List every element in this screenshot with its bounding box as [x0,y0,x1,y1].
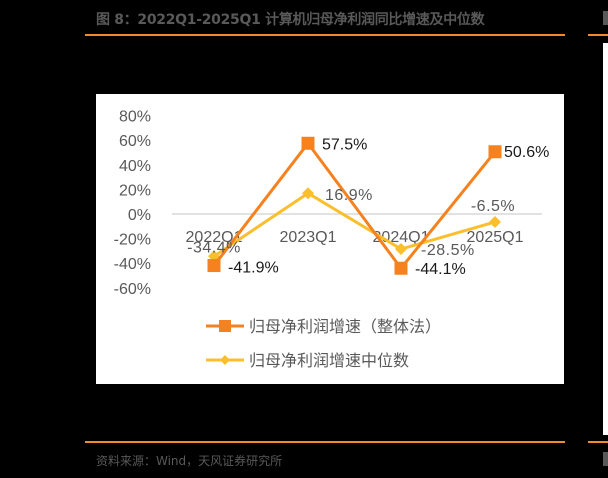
title-divider [85,34,565,36]
adjacent-title-divider [588,34,608,36]
legend-diamond-icon [220,355,230,365]
series-line-overall [212,141,497,270]
y-tick-label: -40% [114,256,151,273]
legend-label: 归母净利润增速中位数 [249,351,409,370]
source-note: 资料来源：Wind，天风证券研究所 [96,454,283,468]
legend-item: 归母净利润增速（整体法） [206,317,441,336]
overall-value-label: -44.1% [415,261,466,278]
chart-legend: 归母净利润增速（整体法） 归母净利润增速中位数 [206,317,441,370]
median-value-label: -6.5% [471,198,515,215]
overall-value-label: 57.5% [322,136,367,153]
series-layer [207,136,502,275]
adjacent-chart-panel-fragment [603,43,608,435]
y-tick-label: 80% [119,109,151,126]
legend-item: 归母净利润增速中位数 [206,351,409,370]
diamond-marker [208,250,220,263]
x-tick-label: 2023Q1 [280,229,337,246]
median-value-label: -34.4% [187,239,241,256]
median-value-label: -28.5% [421,242,475,259]
overall-value-label: 50.6% [504,144,549,161]
y-tick-label: -60% [114,281,151,298]
chart-panel: 80% 60% 40% 20% 0% -20% -40% -60% 2022Q1 2023Q1 2… [96,94,564,384]
diamond-marker [395,243,407,256]
legend-square-icon [219,320,231,332]
median-value-label: 16.9% [325,187,373,204]
figure-title: 图 8：2022Q1-2025Q1 计算机归母净利润同比增速及中位数 [96,12,485,28]
overall-value-label: -41.9% [228,260,279,277]
adjacent-figure-title-fragment [603,11,608,25]
square-marker [488,145,502,159]
diamond-marker [302,187,314,200]
adjacent-source-divider [588,441,608,443]
square-marker [207,259,221,273]
y-tick-label: 40% [119,158,151,175]
data-labels: -34.4% 16.9% -28.5% -6.5% -41.9% 57.5% -44.1% 5… [187,136,549,278]
x-tick-label: 2025Q1 [467,229,524,246]
legend-label: 归母净利润增速（整体法） [249,317,441,336]
square-marker [394,261,408,275]
diamond-marker [489,215,501,228]
adjacent-source-fragment [603,452,608,466]
y-axis-ticks: 80% 60% 40% 20% 0% -20% -40% -60% [114,109,151,298]
y-tick-label: 0% [128,207,151,224]
y-tick-label: -20% [114,232,151,249]
square-marker [301,136,315,150]
series-line-median [213,191,496,258]
source-divider [85,441,565,443]
y-tick-label: 60% [119,133,151,150]
line-chart: 80% 60% 40% 20% 0% -20% -40% -60% 2022Q1 2023Q1 2… [114,109,550,370]
x-tick-label: 2022Q1 [186,229,243,246]
y-tick-label: 20% [119,182,151,199]
